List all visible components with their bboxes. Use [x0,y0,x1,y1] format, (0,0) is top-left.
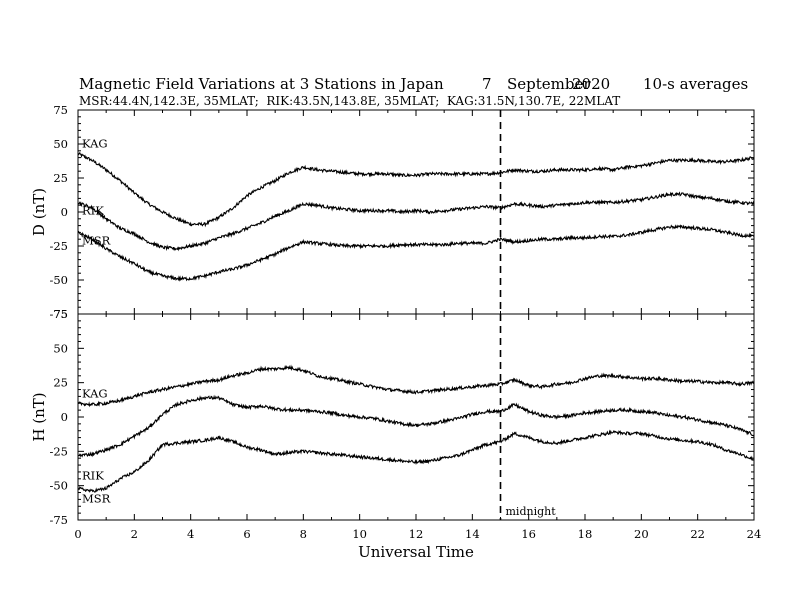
x-tick-label: 24 [747,527,762,541]
y-tick-label: 50 [53,341,68,355]
panel-declination: 75 50 25 0 -25 -50 -75 KAG RIK MSR D (nT) [30,103,755,321]
x-tick-label: 14 [465,527,480,541]
y-tick-labels: 75 50 25 0 -25 -50 -75 [49,103,68,321]
series-label-kag: KAG [82,137,108,151]
series-label-rik: RIK [82,468,104,482]
series-line-rik [77,394,755,458]
x-tick-label: 18 [578,527,593,541]
series-labels: KAG RIK MSR [82,137,111,248]
x-tick-label: 20 [634,527,649,541]
series-label-msr: MSR [82,233,111,247]
y-tick-label: 25 [53,376,68,390]
y-axis-label: H (nT) [30,392,48,441]
x-tick-label: 12 [409,527,424,541]
series-line-kag [77,151,755,228]
y-tick-labels: 75 50 25 0 -25 -50 -75 [49,307,68,527]
x-tick-label: 4 [187,527,194,541]
series-line-msr [77,429,755,493]
y-tick-label: -25 [49,444,68,458]
x-tick-label: 0 [74,527,81,541]
y-tick-label: 75 [53,307,68,321]
panel-horizontal: 75 50 25 0 -25 -50 -75 KAG RIK MSR H (nT) [30,307,755,527]
y-tick-label: 0 [61,410,68,424]
station-subtitle: MSR:44.4N,142.3E, 35MLAT; RIK:43.5N,143.… [79,94,620,108]
series-label-rik: RIK [82,203,104,217]
averaging-note: 10-s averages [643,75,748,93]
series-lines [77,364,755,493]
series-line-kag [77,364,755,408]
chart-title: Magnetic Field Variations at 3 Stations … [79,75,444,93]
date-year: 2020 [572,75,610,93]
x-tick-label: 2 [131,527,138,541]
date-month: September [507,75,591,93]
y-tick-label: -50 [49,273,68,287]
series-labels: KAG RIK MSR [82,386,111,505]
y-tick-label: 50 [53,137,68,151]
tick-marks [77,109,755,315]
x-axis-label: Universal Time [358,543,474,561]
date-day: 7 [482,75,492,93]
series-label-kag: KAG [82,386,108,400]
tick-marks [77,313,755,521]
x-tick-label: 16 [521,527,536,541]
x-tick-label: 6 [243,527,250,541]
y-tick-label: 25 [53,171,68,185]
y-tick-label: -25 [49,239,68,253]
panel-frame [77,313,755,521]
y-tick-label: -50 [49,479,68,493]
series-label-msr: MSR [82,491,111,505]
series-line-rik [77,191,755,252]
y-tick-label: -75 [49,513,68,527]
x-tick-label: 22 [690,527,705,541]
y-tick-label: 75 [53,103,68,117]
y-tick-label: 0 [61,205,68,219]
series-line-msr [77,224,755,282]
midnight-label: midnight [506,505,557,518]
y-axis-label: D (nT) [30,188,48,236]
x-tick-label: 10 [352,527,367,541]
y-tick-label: -75 [49,307,68,321]
x-tick-label: 8 [300,527,307,541]
x-tick-labels: 0 2 4 6 8 10 12 14 16 18 20 22 24 [74,527,761,541]
series-lines [77,151,755,282]
